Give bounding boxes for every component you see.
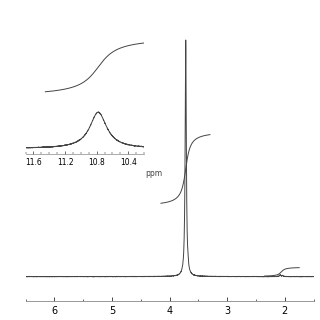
- Text: ppm: ppm: [146, 169, 163, 178]
